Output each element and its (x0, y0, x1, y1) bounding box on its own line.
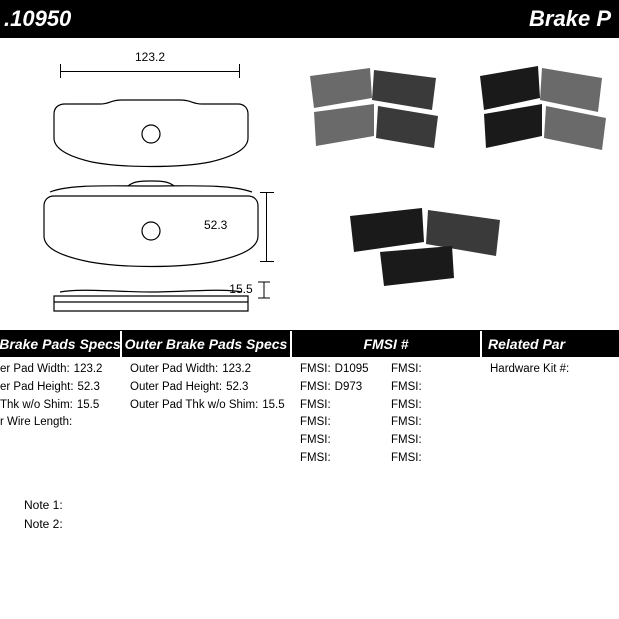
spec-row: r Wire Length: (0, 414, 116, 432)
related-col: Hardware Kit #: (482, 361, 619, 468)
header-outer-specs: Outer Brake Pads Specs (122, 331, 292, 357)
part-number: .10950 (4, 6, 71, 32)
related-row: Hardware Kit #: (490, 361, 619, 379)
fmsi-row: FMSI: (391, 450, 482, 468)
spec-column-headers: Brake Pads Specs Outer Brake Pads Specs … (0, 331, 619, 357)
spec-body: er Pad Width:123.2 er Pad Height:52.3 Th… (0, 357, 619, 468)
fmsi-row: FMSI: (300, 450, 391, 468)
diagram-area: 123.2 52.3 15.5 (0, 38, 619, 330)
header-fmsi: FMSI # (292, 331, 482, 357)
dimension-height: 52.3 (234, 192, 274, 262)
spec-row: er Pad Height:52.3 (0, 379, 116, 397)
product-photos (290, 38, 619, 330)
fmsi-row: FMSI: (300, 414, 391, 432)
spec-row: Outer Pad Height:52.3 (130, 379, 286, 397)
product-title: Brake P (529, 6, 611, 32)
spec-row: Outer Pad Thk w/o Shim:15.5 (130, 397, 286, 415)
spec-row: Thk w/o Shim:15.5 (0, 397, 116, 415)
fmsi-row: FMSI: (391, 379, 482, 397)
specs-section: Brake Pads Specs Outer Brake Pads Specs … (0, 330, 619, 534)
fmsi-row: FMSI: (391, 397, 482, 415)
fmsi-row: FMSI: (391, 414, 482, 432)
fmsi-row: FMSI:D973 (300, 379, 391, 397)
fmsi-row: FMSI: (391, 432, 482, 450)
fmsi-col: FMSI:D1095 FMSI:D973 FMSI: FMSI: FMSI: F… (292, 361, 482, 468)
outer-specs-col: Outer Pad Width:123.2 Outer Pad Height:5… (122, 361, 292, 468)
header-inner-specs: Brake Pads Specs (0, 331, 122, 357)
spec-row: Outer Pad Width:123.2 (130, 361, 286, 379)
note-row: Note 1: (24, 496, 619, 515)
notes-section: Note 1: Note 2: (0, 496, 619, 534)
header-related: Related Par (482, 331, 619, 357)
header-bar: .10950 Brake P (0, 0, 619, 38)
fmsi-row: FMSI: (391, 361, 482, 379)
dimension-thickness: 15.5 (229, 280, 272, 300)
fmsi-row: FMSI: (300, 432, 391, 450)
inner-specs-col: er Pad Width:123.2 er Pad Height:52.3 Th… (0, 361, 122, 468)
note-row: Note 2: (24, 515, 619, 534)
spec-row: er Pad Width:123.2 (0, 361, 116, 379)
technical-drawing: 123.2 52.3 15.5 (0, 38, 290, 330)
fmsi-row: FMSI: (300, 397, 391, 415)
dimension-width: 123.2 (60, 50, 240, 78)
fmsi-row: FMSI:D1095 (300, 361, 391, 379)
